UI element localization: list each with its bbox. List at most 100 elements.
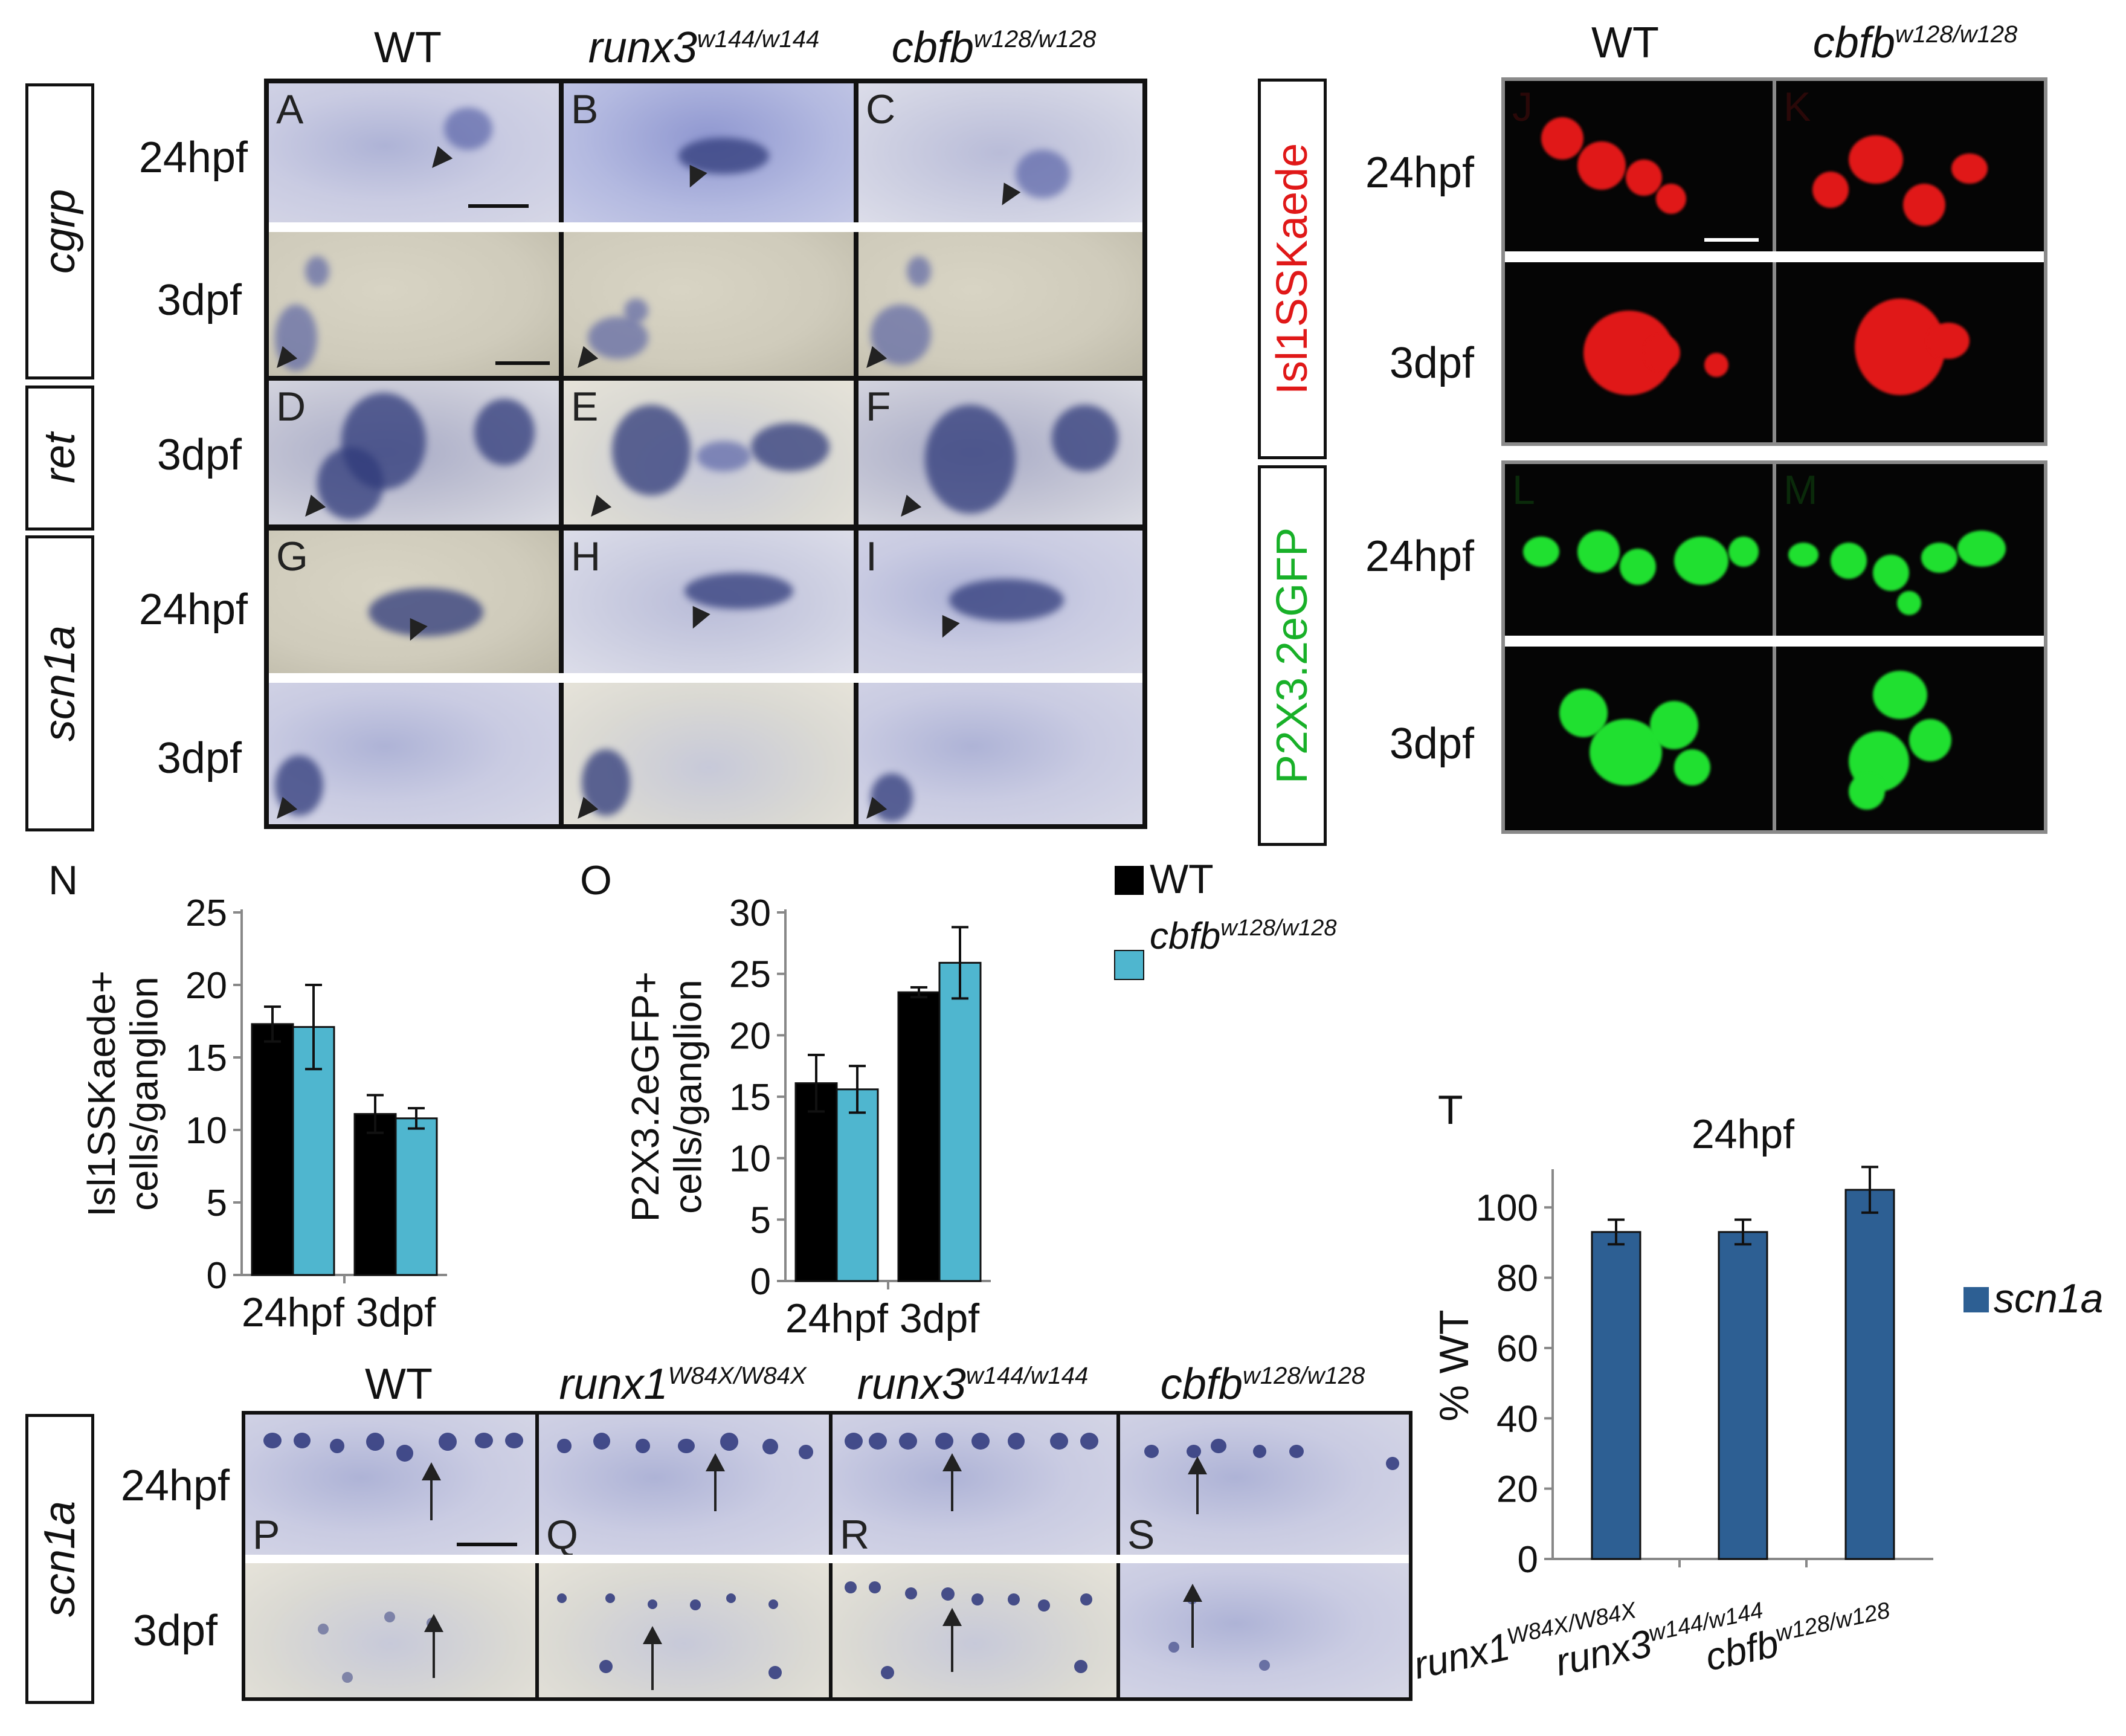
stage-label-3dpf: 3dpf — [1389, 339, 1474, 387]
legend-swatch-scn1a — [1963, 1287, 1989, 1312]
panel-a: A — [269, 83, 559, 222]
header-wt: WT — [374, 24, 442, 72]
stage-label-24hpf: 24hpf — [138, 586, 248, 634]
chart-o: 0 5 10 15 20 25 30 24hpf 3dpf P2X3.2eGFP+cells/ga… — [623, 892, 991, 1341]
y-tick-label: 20 — [729, 1015, 771, 1057]
scale-bar — [457, 1543, 517, 1546]
panel-g: G — [269, 531, 559, 673]
chart-legend: WT cbfbw128/w128 — [1114, 856, 1336, 980]
charts-no: N O 0 5 10 15 20 25 24hpf 3dpf Isl1SSKaede+cells… — [48, 856, 1336, 1341]
x-tick-label: 24hpf — [785, 1296, 888, 1341]
y-tick-label: 25 — [185, 892, 227, 934]
bottom-header-runx3: runx3w144/w144 — [857, 1360, 1089, 1408]
panel-h: H — [564, 531, 854, 673]
y-tick-label: 10 — [729, 1138, 771, 1180]
y-tick-label: 60 — [1496, 1328, 1538, 1370]
y-tick-label: 15 — [185, 1037, 227, 1079]
legend-swatch-cbfb — [1114, 950, 1144, 980]
panel-l-3dpf — [1505, 647, 1773, 830]
panel-i-3dpf — [858, 683, 1142, 824]
panel-m-3dpf — [1776, 647, 2044, 830]
stage-label-3dpf: 3dpf — [156, 734, 242, 782]
y-tick-label: 0 — [207, 1255, 227, 1297]
panel-divider — [1505, 636, 2044, 647]
bottom-header-wt: WT — [365, 1360, 433, 1408]
panel-label-o: O — [580, 857, 612, 903]
panel-q: Q — [539, 1415, 829, 1555]
panel-divider — [245, 1555, 1409, 1563]
panel-i: I — [858, 531, 1142, 673]
bottom-header-runx1: runx1W84X/W84X — [559, 1360, 807, 1408]
reporter-box-isl: Isl1SSKaede — [1258, 79, 1327, 459]
y-tick-label: 5 — [750, 1199, 771, 1241]
header-runx3: runx3w144/w144 — [588, 24, 820, 72]
header-cbfb: cbfbw128/w128 — [891, 24, 1097, 72]
y-tick-label: 25 — [729, 954, 771, 996]
panel-c: C — [858, 83, 1142, 222]
legend-swatch-wt — [1115, 866, 1144, 895]
y-tick-label: 80 — [1496, 1258, 1538, 1300]
x-tick-label: 24hpf — [242, 1289, 344, 1335]
panel-divider — [269, 673, 1142, 683]
reporter-box-p2x: P2X3.2eGFP — [1258, 465, 1327, 846]
chart-t-svg: T 020406080100runx1W84X/W84Xrunx3w144/w1… — [1410, 1087, 2104, 1680]
y-tick-label: 0 — [750, 1261, 771, 1303]
fluo-header-wt: WT — [1591, 19, 1659, 67]
y-tick-label: 100 — [1476, 1187, 1538, 1229]
bar — [794, 1082, 838, 1282]
panel-b: B — [564, 83, 854, 222]
panel-r: R — [833, 1415, 1116, 1555]
scale-bar — [1704, 238, 1759, 242]
panel-q-3dpf — [539, 1563, 829, 1697]
panel-f: F — [858, 381, 1142, 524]
panel-p-3dpf — [245, 1563, 535, 1697]
panel-divider — [1505, 251, 2044, 262]
panel-e: E — [564, 381, 854, 524]
panel-label-t: T — [1438, 1087, 1463, 1133]
panel-h-3dpf — [564, 683, 854, 824]
stage-label-24hpf: 24hpf — [120, 1462, 230, 1510]
panel-b-3dpf — [564, 232, 854, 376]
gene-box-scn1a-bottom: scn1a — [25, 1414, 94, 1704]
bar — [395, 1117, 438, 1276]
stage-label-3dpf: 3dpf — [156, 276, 242, 324]
legend-label-wt: WT — [1150, 856, 1214, 902]
panel-p: P — [245, 1415, 535, 1555]
panel-l: L — [1505, 464, 1773, 636]
bar — [1591, 1231, 1641, 1560]
bar — [897, 991, 941, 1282]
bar — [836, 1088, 879, 1282]
stage-label-24hpf: 24hpf — [1365, 149, 1474, 197]
y-tick-label: 20 — [1496, 1469, 1538, 1511]
panel-m: M — [1776, 464, 2044, 636]
stage-label-24hpf: 24hpf — [1365, 532, 1474, 581]
bar — [353, 1113, 397, 1276]
y-tick-label: 30 — [729, 892, 771, 934]
y-tick-label: 10 — [185, 1110, 227, 1152]
panel-divider — [269, 222, 1142, 232]
panel-g-3dpf — [269, 683, 559, 824]
stage-label-3dpf: 3dpf — [1389, 720, 1474, 768]
fluo-header-cbfb: cbfbw128/w128 — [1812, 19, 2018, 67]
panel-k-3dpf — [1776, 262, 2044, 442]
stage-label-3dpf: 3dpf — [132, 1607, 217, 1655]
bottom-header-cbfb: cbfbw128/w128 — [1160, 1360, 1365, 1408]
bar — [1718, 1231, 1768, 1560]
y-tick-label: 5 — [207, 1183, 227, 1224]
stage-label-3dpf: 3dpf — [156, 431, 242, 479]
panel-a-3dpf — [269, 232, 559, 376]
gene-box-ret: ret — [25, 386, 94, 531]
bar — [938, 961, 982, 1282]
panel-label-n: N — [48, 857, 78, 903]
y-axis-label: P2X3.2eGFP+cells/ganglion — [623, 972, 709, 1222]
bar — [1844, 1189, 1895, 1560]
legend-label-scn1a: scn1a — [1994, 1276, 2103, 1321]
stage-label-24hpf: 24hpf — [138, 134, 248, 182]
y-tick-label: 0 — [1518, 1539, 1538, 1581]
scale-bar — [468, 204, 529, 208]
gene-box-cgrp: cgrp — [25, 83, 94, 379]
y-axis-label: Isl1SSKaede+cells/ganglion — [80, 970, 166, 1216]
y-tick-label: 15 — [729, 1077, 771, 1118]
y-axis-label: % WT — [1431, 1309, 1477, 1421]
chart-n: 0 5 10 15 20 25 24hpf 3dpf Isl1SSKaede+cells/gan… — [80, 892, 447, 1335]
